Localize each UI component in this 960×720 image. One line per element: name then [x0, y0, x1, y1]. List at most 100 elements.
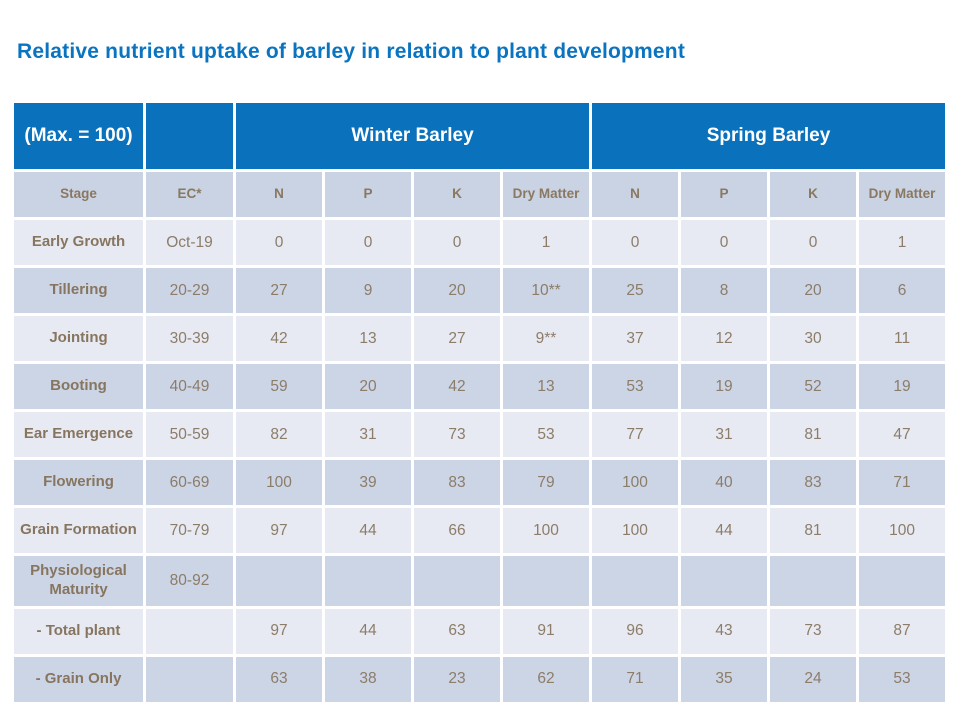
value-cell: [678, 553, 770, 609]
value-cell: 63: [233, 653, 325, 705]
value-cell: 10**: [500, 265, 592, 316]
value-cell: 100: [589, 505, 681, 556]
value-cell: 71: [589, 653, 681, 705]
ec-cell: 80-92: [143, 553, 236, 609]
value-cell: 82: [233, 409, 325, 460]
table-row: - Total plant 97 44 63 91 96 43 73 87: [11, 605, 949, 657]
value-cell: 100: [855, 505, 949, 556]
value-cell: 96: [589, 605, 681, 657]
table-row: Jointing 30-39 42 13 27 9** 37 12 30 11: [11, 313, 949, 364]
column-header-cell: P: [322, 169, 414, 220]
value-cell: 1: [500, 217, 592, 268]
value-cell: 19: [855, 361, 949, 412]
ec-cell: 70-79: [143, 505, 236, 556]
value-cell: 81: [767, 505, 859, 556]
value-cell: 24: [767, 653, 859, 705]
value-cell: 97: [233, 505, 325, 556]
value-cell: 27: [411, 313, 503, 364]
value-cell: 31: [678, 409, 770, 460]
table-row: Grain Formation 70-79 97 44 66 100 100 44 81 100: [11, 505, 949, 556]
value-cell: 40: [678, 457, 770, 508]
column-header-cell: Dry Matter: [855, 169, 949, 220]
value-cell: 9**: [500, 313, 592, 364]
value-cell: 0: [678, 217, 770, 268]
value-cell: 66: [411, 505, 503, 556]
value-cell: 53: [589, 361, 681, 412]
value-cell: [500, 553, 592, 609]
value-cell: 11: [855, 313, 949, 364]
value-cell: 27: [233, 265, 325, 316]
empty-header-cell: [143, 100, 236, 172]
value-cell: 20: [322, 361, 414, 412]
ec-cell: 60-69: [143, 457, 236, 508]
value-cell: 42: [233, 313, 325, 364]
value-cell: 0: [233, 217, 325, 268]
column-header-cell: EC*: [143, 169, 236, 220]
table-row: Early Growth Oct-19 0 0 0 1 0 0 0 1: [11, 217, 949, 268]
value-cell: 63: [411, 605, 503, 657]
value-cell: 71: [855, 457, 949, 508]
value-cell: 30: [767, 313, 859, 364]
column-header-cell: N: [589, 169, 681, 220]
group-header-winter-barley: Winter Barley: [233, 100, 592, 172]
ec-cell: 20-29: [143, 265, 236, 316]
value-cell: 47: [855, 409, 949, 460]
stage-cell: Booting: [11, 361, 146, 412]
table-row: Tillering 20-29 27 9 20 10** 25 8 20 6: [11, 265, 949, 316]
value-cell: 39: [322, 457, 414, 508]
value-cell: 38: [322, 653, 414, 705]
value-cell: 8: [678, 265, 770, 316]
ec-cell: [143, 653, 236, 705]
stage-cell: - Total plant: [11, 605, 146, 657]
value-cell: 59: [233, 361, 325, 412]
stage-cell: - Grain Only: [11, 653, 146, 705]
value-cell: 35: [678, 653, 770, 705]
value-cell: 44: [322, 605, 414, 657]
ec-cell: 30-39: [143, 313, 236, 364]
column-header-cell: K: [411, 169, 503, 220]
stage-cell: Physiological Maturity: [11, 553, 146, 609]
group-header-spring-barley: Spring Barley: [588, 100, 949, 172]
value-cell: 62: [500, 653, 592, 705]
value-cell: 31: [322, 409, 414, 460]
ec-cell: [143, 605, 236, 657]
ec-cell: Oct-19: [143, 217, 236, 268]
ec-cell: 50-59: [143, 409, 236, 460]
value-cell: 42: [411, 361, 503, 412]
value-cell: [589, 553, 681, 609]
table-row: Booting 40-49 59 20 42 13 53 19 52 19: [11, 361, 949, 412]
value-cell: 44: [678, 505, 770, 556]
value-cell: [411, 553, 503, 609]
stage-cell: Jointing: [11, 313, 146, 364]
value-cell: 73: [411, 409, 503, 460]
table-row: Flowering 60-69 100 39 83 79 100 40 83 71: [11, 457, 949, 508]
value-cell: [767, 553, 859, 609]
column-header-cell: K: [767, 169, 859, 220]
value-cell: 81: [767, 409, 859, 460]
value-cell: 20: [767, 265, 859, 316]
value-cell: 43: [678, 605, 770, 657]
value-cell: 44: [322, 505, 414, 556]
value-cell: 0: [411, 217, 503, 268]
value-cell: 87: [855, 605, 949, 657]
table-row: Physiological Maturity 80-92: [11, 553, 949, 609]
column-header-cell: P: [678, 169, 770, 220]
value-cell: 0: [767, 217, 859, 268]
stage-cell: Tillering: [11, 265, 146, 316]
value-cell: 83: [411, 457, 503, 508]
value-cell: 12: [678, 313, 770, 364]
column-header-row: Stage EC* N P K Dry Matter N P K Dry Matter: [11, 169, 949, 220]
table-row: - Grain Only 63 38 23 62 71 35 24 53: [11, 653, 949, 705]
ec-cell: 40-49: [143, 361, 236, 412]
table-row: Ear Emergence 50-59 82 31 73 53 77 31 81 47: [11, 409, 949, 460]
value-cell: 53: [855, 653, 949, 705]
value-cell: 100: [233, 457, 325, 508]
group-header-row: (Max. = 100) Winter Barley Spring Barley: [11, 100, 949, 172]
stage-cell: Flowering: [11, 457, 146, 508]
value-cell: 91: [500, 605, 592, 657]
nutrient-uptake-table: (Max. = 100) Winter Barley Spring Barley…: [11, 100, 949, 705]
value-cell: 37: [589, 313, 681, 364]
value-cell: 100: [500, 505, 592, 556]
value-cell: 52: [767, 361, 859, 412]
value-cell: [322, 553, 414, 609]
